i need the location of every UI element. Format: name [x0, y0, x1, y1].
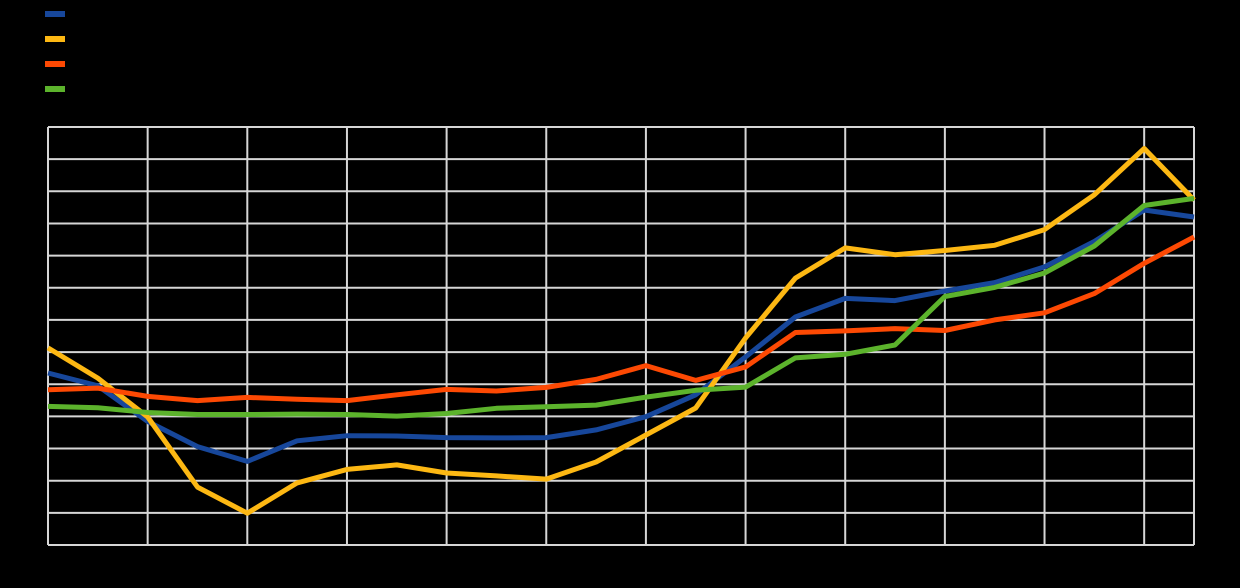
legend-swatch-series-blue: [45, 11, 65, 17]
legend-swatch-series-yellow: [45, 36, 65, 42]
series-yellow-line: [46, 146, 1196, 516]
legend-item-series-red: [45, 61, 73, 67]
series-green-line: [47, 195, 1195, 419]
legend-item-series-green: [45, 86, 73, 92]
legend-swatch-series-green: [45, 86, 65, 92]
legend-item-series-blue: [45, 11, 73, 17]
series-blue-line: [47, 207, 1195, 464]
legend-swatch-series-red: [45, 61, 65, 67]
series-red-line: [47, 234, 1196, 404]
legend-item-series-yellow: [45, 36, 73, 42]
